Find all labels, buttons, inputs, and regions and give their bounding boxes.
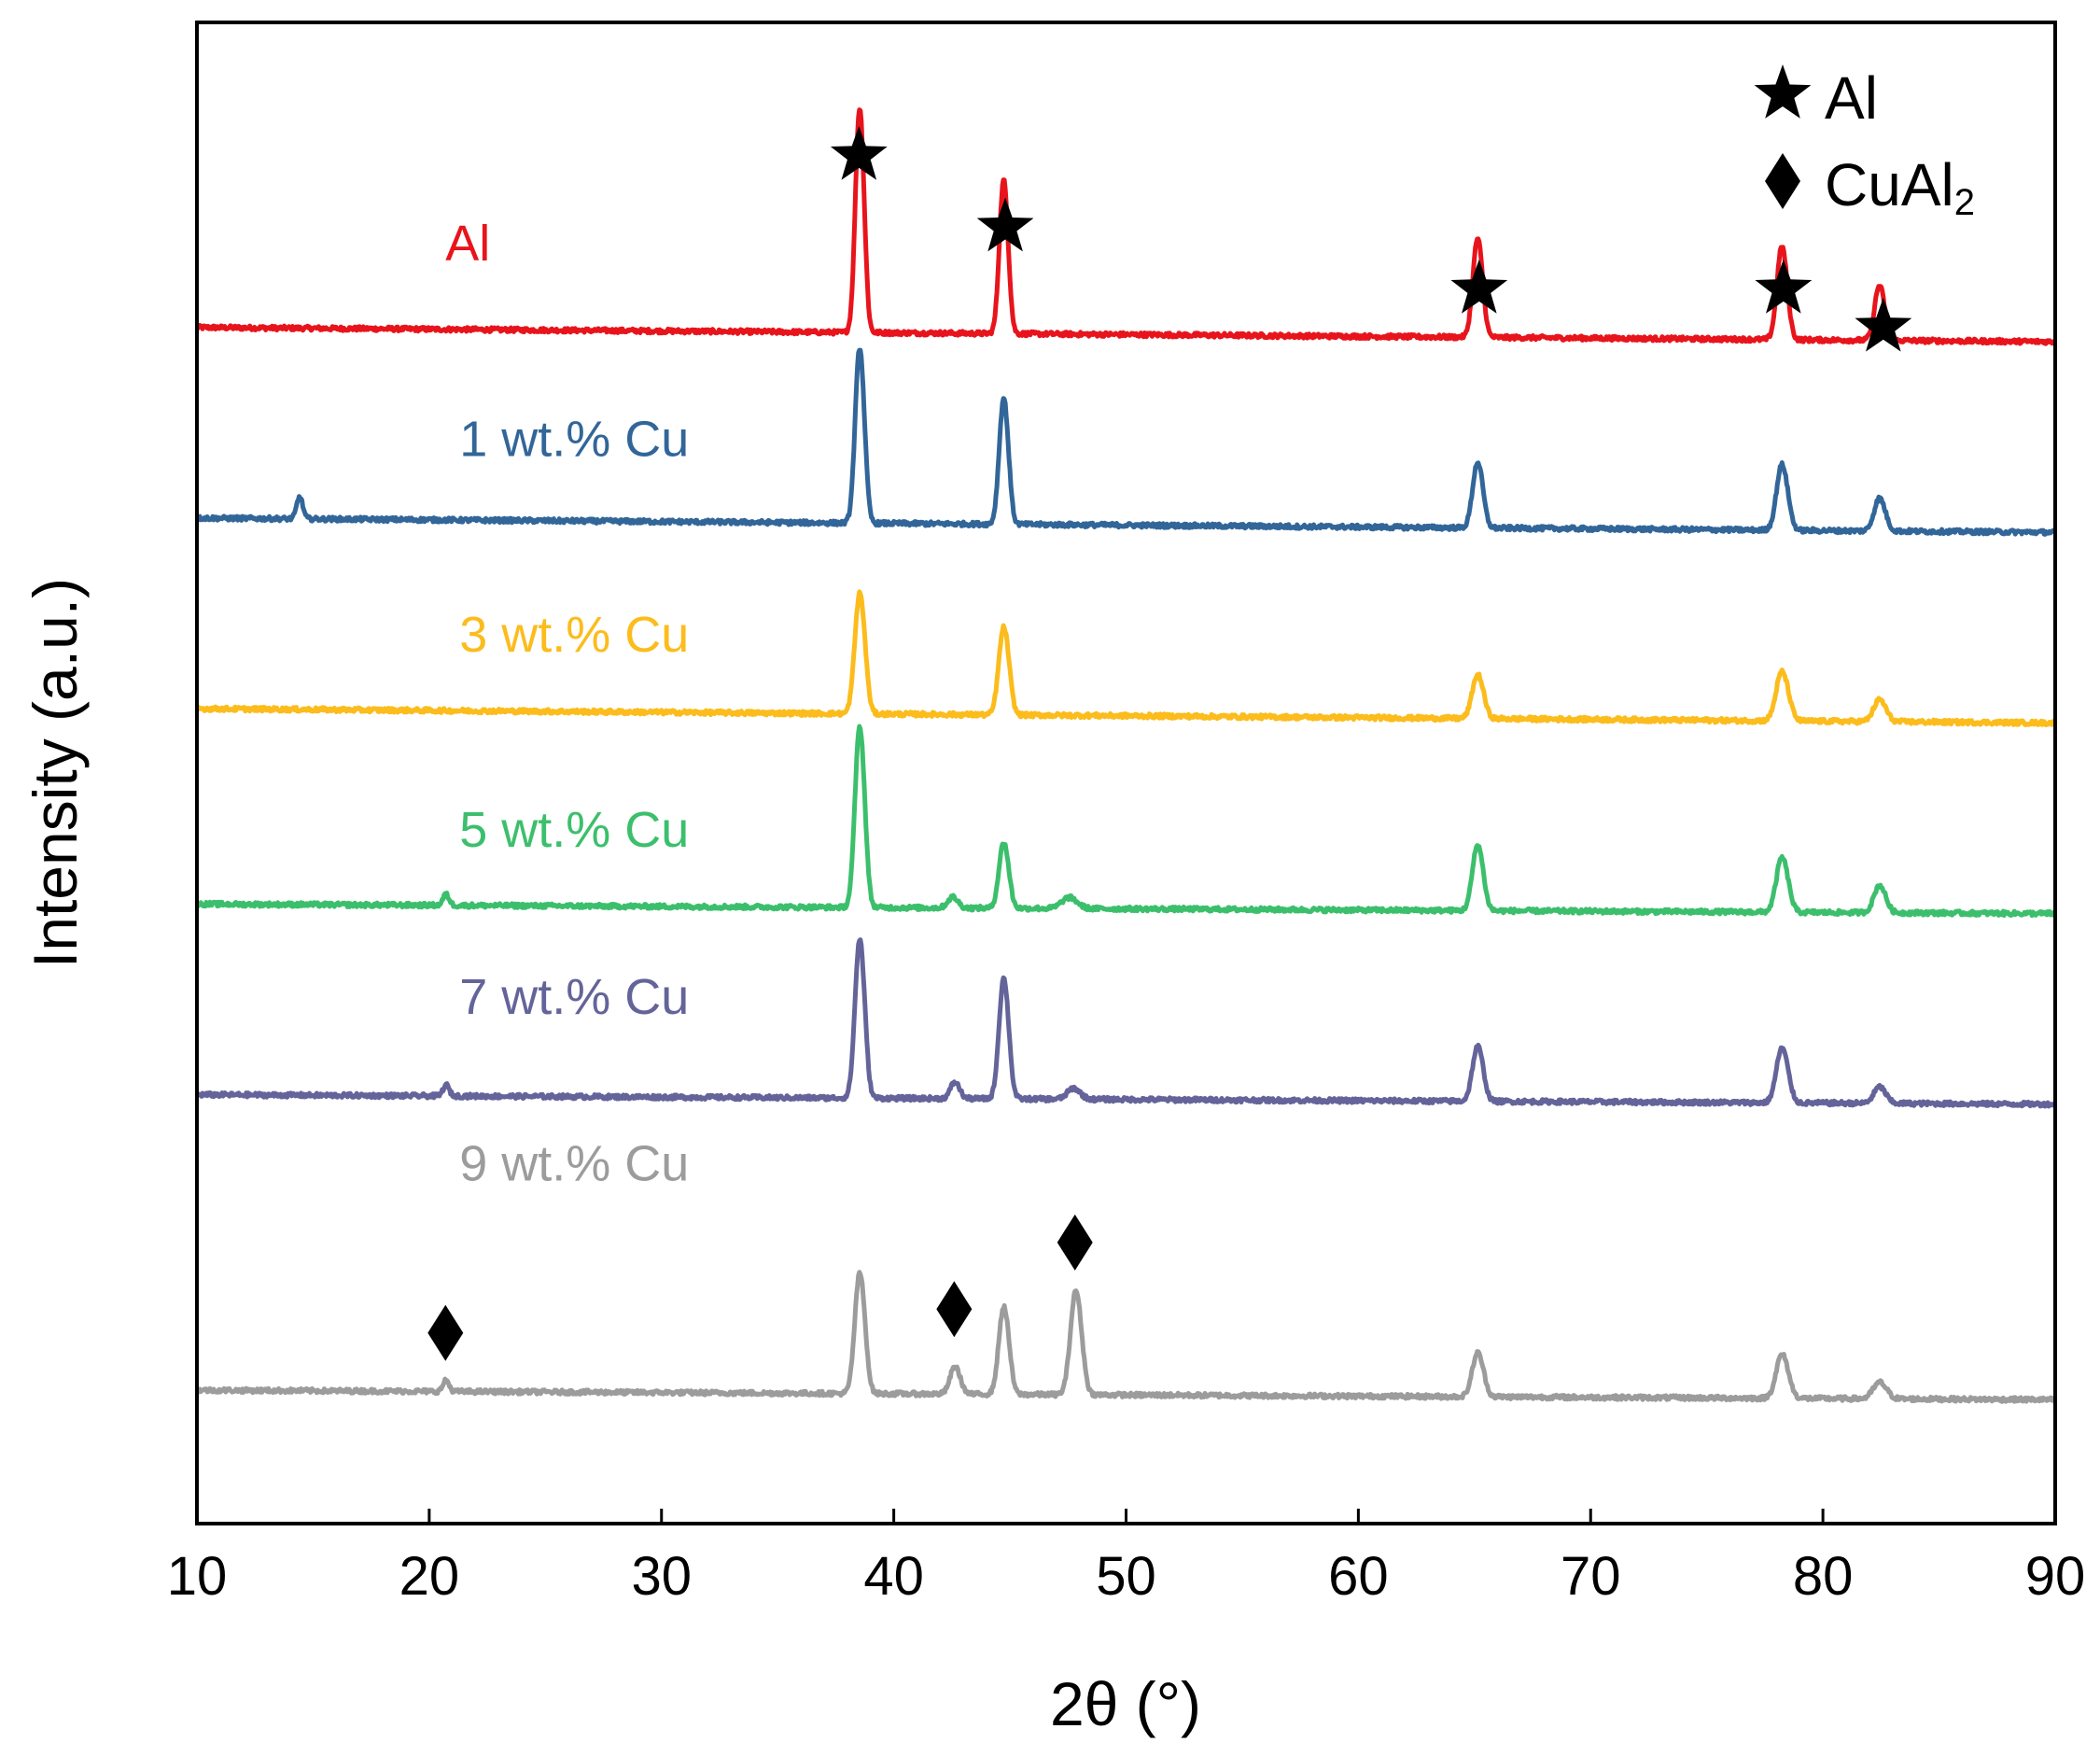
star-icon [1450,259,1508,314]
series-label-3-wt-cu: 3 wt.% Cu [459,607,689,663]
series-line-1-wt-cu [195,347,2058,537]
series-label-1-wt-cu: 1 wt.% Cu [459,412,689,468]
series-label-5-wt-cu: 5 wt.% Cu [459,802,689,858]
x-tick-label-80: 80 [1793,1546,1854,1607]
series-line-9-wt-cu [195,1270,2057,1404]
legend-diamond-icon [1765,153,1800,209]
series-label-layer: Al 1 wt.% Cu 3 wt.% Cu 5 wt.% Cu 7 wt.% Cu 9 … [445,216,689,1191]
x-tick-label-30: 30 [631,1546,692,1607]
series-label-al: Al [445,216,490,272]
diamond-icon [427,1304,464,1361]
x-axis-title: 2θ (°) [1050,1669,1201,1738]
x-axis: 10 20 30 40 50 60 70 80 90 [167,1509,2086,1607]
x-tick-label-10: 10 [167,1546,228,1607]
x-tick-label-40: 40 [863,1546,924,1607]
peak-marker-layer [427,125,1912,1361]
series-line-al [194,107,2058,346]
series-line-3-wt-cu [194,589,2058,728]
y-axis-title: Intensity (a.u.) [21,578,90,968]
star-icon [976,197,1034,252]
x-tick-label-20: 20 [399,1546,460,1607]
x-tick-label-60: 60 [1328,1546,1389,1607]
series-line-5-wt-cu [194,724,2057,919]
legend-label-cual2: CuAl2 [1825,151,1975,223]
legend-label-al: Al [1825,64,1878,132]
diamond-icon [936,1281,973,1338]
legend: Al CuAl2 [1754,64,1975,223]
diamond-icon [1057,1214,1093,1271]
series-label-9-wt-cu: 9 wt.% Cu [459,1135,689,1191]
star-icon [1855,297,1912,352]
series-layer [194,107,2058,1404]
series-label-7-wt-cu: 7 wt.% Cu [459,969,689,1025]
legend-star-icon [1754,64,1812,119]
x-tick-label-90: 90 [2025,1546,2086,1607]
x-tick-label-50: 50 [1096,1546,1156,1607]
series-line-7-wt-cu [195,937,2057,1109]
star-icon [830,125,888,180]
x-tick-label-70: 70 [1561,1546,1621,1607]
star-icon [1755,259,1813,314]
